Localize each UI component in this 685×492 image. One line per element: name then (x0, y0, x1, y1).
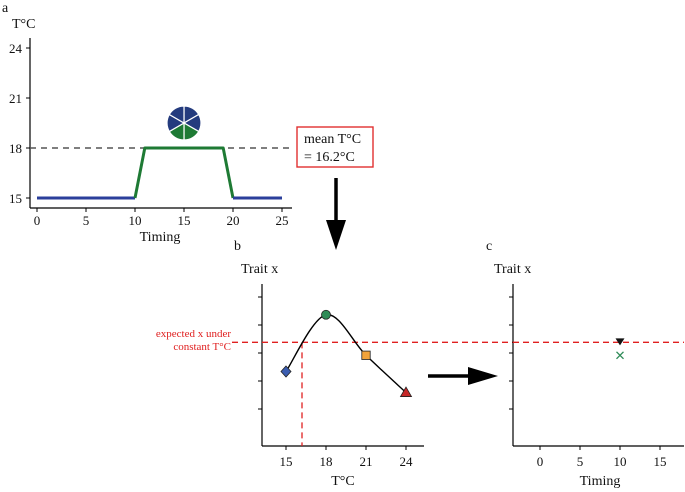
panel-a-x-tick-label: 5 (83, 213, 90, 228)
square-marker (361, 350, 371, 360)
panel-a-y-title: T°C (12, 17, 36, 32)
panel-c: c Trait x 0 5 10 15 Timing (486, 239, 684, 489)
triangle-down-marker (615, 338, 625, 346)
triangle-marker (399, 386, 413, 397)
pie-icon (166, 105, 202, 141)
pie-segment (168, 105, 185, 125)
panel-b-x-tick-label: 24 (400, 454, 414, 469)
panel-a-y-tick-label: 21 (9, 91, 22, 106)
circle-marker (321, 309, 331, 320)
panel-c-x-title: Timing (580, 474, 621, 489)
panel-a: a T°C 24 21 18 15 0 5 10 15 20 25 Timing (2, 1, 292, 245)
panel-a-y-tick-label: 15 (9, 191, 22, 206)
panel-a-label: a (2, 1, 9, 16)
expected-x-annotation-line2: constant T°C (173, 341, 231, 353)
mean-temperature-box: mean T°C = 16.2°C (296, 126, 374, 168)
diamond-marker (280, 365, 292, 378)
panel-a-x-tick-label: 20 (227, 213, 240, 228)
panel-b-label: b (234, 239, 241, 254)
temperature-series-line (133, 146, 235, 199)
panel-c-x-tick-label: 10 (614, 454, 627, 469)
expected-x-annotation-line1: expected x under (156, 328, 231, 340)
panel-b-y-title: Trait x (241, 262, 278, 277)
panel-a-x-tick-label: 25 (276, 213, 289, 228)
panel-b-x-tick-label: 18 (320, 454, 333, 469)
panel-a-x-tick-label: 15 (178, 213, 191, 228)
panel-c-x-tick-label: 15 (654, 454, 667, 469)
panel-a-x-title: Timing (140, 230, 181, 245)
mean-box-line2: = 16.2°C (304, 150, 355, 165)
panel-a-x-tick-label: 10 (129, 213, 142, 228)
down-arrow-icon (326, 178, 346, 250)
x-marker (616, 351, 624, 360)
panel-b-x-title: T°C (331, 474, 355, 489)
right-arrow-icon (428, 367, 498, 385)
thermal-performance-curve (285, 314, 407, 394)
panel-c-y-title: Trait x (494, 262, 531, 277)
mean-box-line1: mean T°C (304, 132, 361, 147)
panel-c-x-tick-label: 5 (577, 454, 584, 469)
panel-b-x-tick-label: 15 (280, 454, 293, 469)
panel-a-y-tick-label: 24 (9, 41, 23, 56)
panel-c-label: c (486, 239, 492, 254)
panel-a-x-tick-label: 0 (34, 213, 41, 228)
x-marker-stroke (616, 351, 624, 360)
panel-b-x-tick-label: 21 (360, 454, 373, 469)
panel-a-y-tick-label: 18 (9, 141, 22, 156)
panel-c-x-tick-label: 0 (537, 454, 544, 469)
panel-b: b Trait x 15 18 21 24 T°C expected x und… (156, 239, 513, 489)
